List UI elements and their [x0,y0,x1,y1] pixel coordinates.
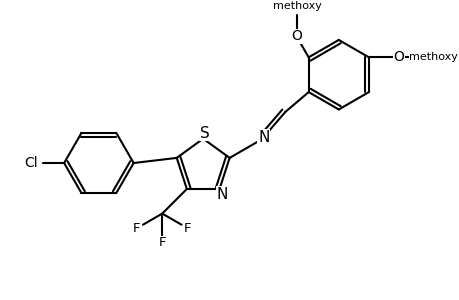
Text: F: F [158,236,166,249]
Text: N: N [257,130,269,145]
Text: S: S [199,126,209,141]
Text: methoxy: methoxy [408,52,457,62]
Text: methoxy: methoxy [272,1,321,11]
Text: O: O [392,50,403,64]
Text: O: O [291,29,301,43]
Text: F: F [184,222,191,235]
Text: N: N [216,187,228,202]
Text: Cl: Cl [24,156,38,170]
Text: F: F [133,222,140,235]
